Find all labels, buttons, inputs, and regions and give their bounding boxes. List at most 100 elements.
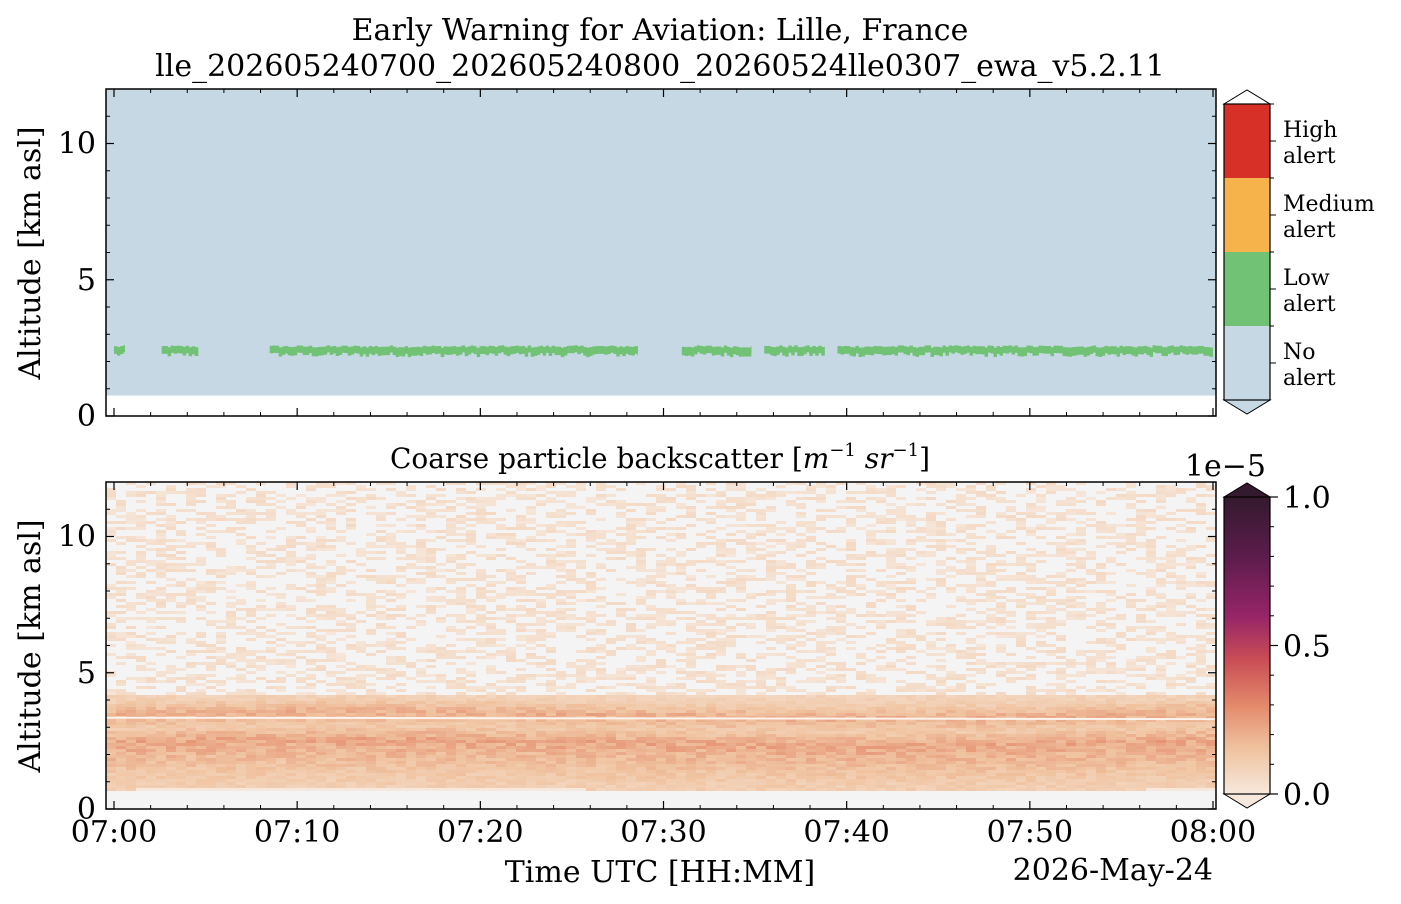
backscatter-cell (316, 698, 326, 701)
backscatter-cell (696, 743, 706, 746)
backscatter-cell (466, 647, 476, 650)
backscatter-cell (436, 677, 446, 680)
backscatter-cell (426, 686, 436, 689)
backscatter-cell (596, 713, 606, 716)
backscatter-cell (426, 599, 436, 602)
backscatter-cell (706, 632, 716, 635)
backscatter-cell (346, 542, 356, 545)
backscatter-cell (796, 785, 806, 788)
backscatter-cell (446, 527, 456, 530)
backscatter-cell (396, 596, 406, 599)
backscatter-cell (166, 728, 176, 731)
backscatter-cell (256, 542, 266, 545)
backscatter-cell (626, 773, 636, 776)
backscatter-cell (346, 722, 356, 725)
backscatter-cell (296, 746, 306, 749)
backscatter-cell (276, 761, 286, 764)
backscatter-cell (596, 674, 606, 677)
backscatter-cell (476, 512, 486, 515)
backscatter-cell (236, 722, 246, 725)
backscatter-cell (196, 719, 206, 722)
backscatter-cell (106, 587, 116, 590)
backscatter-cell (246, 782, 256, 785)
backscatter-cell (426, 695, 436, 698)
backscatter-cell (706, 725, 716, 728)
backscatter-cell (456, 701, 466, 704)
backscatter-cell (306, 545, 316, 548)
backscatter-cell (136, 755, 146, 758)
backscatter-cell (736, 488, 746, 491)
backscatter-cell (336, 755, 346, 758)
backscatter-cell (666, 788, 676, 791)
backscatter-cell (766, 788, 776, 791)
backscatter-cell (196, 488, 206, 491)
backscatter-cell (226, 734, 236, 737)
backscatter-cell (306, 590, 316, 593)
backscatter-cell (486, 584, 496, 587)
backscatter-cell (156, 767, 166, 770)
backscatter-cell (566, 626, 576, 629)
backscatter-cell (546, 539, 556, 542)
backscatter-cell (236, 731, 246, 734)
backscatter-cell (616, 728, 626, 731)
low-alert-cell (389, 345, 394, 353)
backscatter-cell (476, 482, 486, 485)
backscatter-cell (406, 617, 416, 620)
backscatter-cell (216, 785, 226, 788)
backscatter-cell (136, 770, 146, 773)
backscatter-cell (476, 614, 486, 617)
backscatter-cell (546, 668, 556, 671)
backscatter-cell (646, 605, 656, 608)
backscatter-cell (116, 722, 126, 725)
low-alert-cell (114, 346, 118, 354)
backscatter-cell (696, 680, 706, 683)
backscatter-cell (166, 782, 176, 785)
backscatter-cell (306, 701, 316, 704)
backscatter-cell (506, 695, 516, 698)
backscatter-cell (126, 719, 136, 722)
backscatter-cell (806, 788, 816, 791)
backscatter-cell (326, 671, 336, 674)
backscatter-cell (256, 695, 266, 698)
backscatter-cell (306, 734, 316, 737)
low-alert-cell (1128, 346, 1133, 355)
backscatter-cell (426, 719, 436, 722)
backscatter-cell (656, 485, 666, 488)
backscatter-cell (316, 728, 326, 731)
backscatter-cell (306, 764, 316, 767)
backscatter-cell (186, 593, 196, 596)
backscatter-cell (626, 740, 636, 743)
backscatter-cell (466, 722, 476, 725)
backscatter-cell (106, 704, 116, 707)
backscatter-cell (576, 635, 586, 638)
backscatter-cell (126, 644, 136, 647)
backscatter-cell (496, 707, 506, 710)
backscatter-cell (176, 704, 186, 707)
backscatter-cell (616, 500, 626, 503)
backscatter-cell (276, 707, 286, 710)
backscatter-cell (116, 656, 126, 659)
backscatter-cell (796, 743, 806, 746)
backscatter-cell (186, 788, 196, 791)
backscatter-cell (436, 575, 446, 578)
backscatter-cell (586, 530, 596, 533)
backscatter-cell (756, 701, 766, 704)
backscatter-cell (346, 617, 356, 620)
backscatter-cell (666, 665, 676, 668)
backscatter-cell (196, 635, 206, 638)
backscatter-cell (616, 527, 626, 530)
backscatter-cell (466, 539, 476, 542)
backscatter-cell (346, 710, 356, 713)
backscatter-cell (126, 494, 136, 497)
backscatter-cell (556, 623, 566, 626)
backscatter-cell (746, 665, 756, 668)
backscatter-cell (356, 551, 366, 554)
low-alert-cell (368, 346, 373, 354)
y-tick-label: 0 (77, 399, 96, 434)
backscatter-cell (236, 785, 246, 788)
backscatter-cell (136, 722, 146, 725)
backscatter-cell (626, 629, 636, 632)
backscatter-cell (256, 737, 266, 740)
backscatter-cell (366, 605, 376, 608)
backscatter-cell (676, 587, 686, 590)
